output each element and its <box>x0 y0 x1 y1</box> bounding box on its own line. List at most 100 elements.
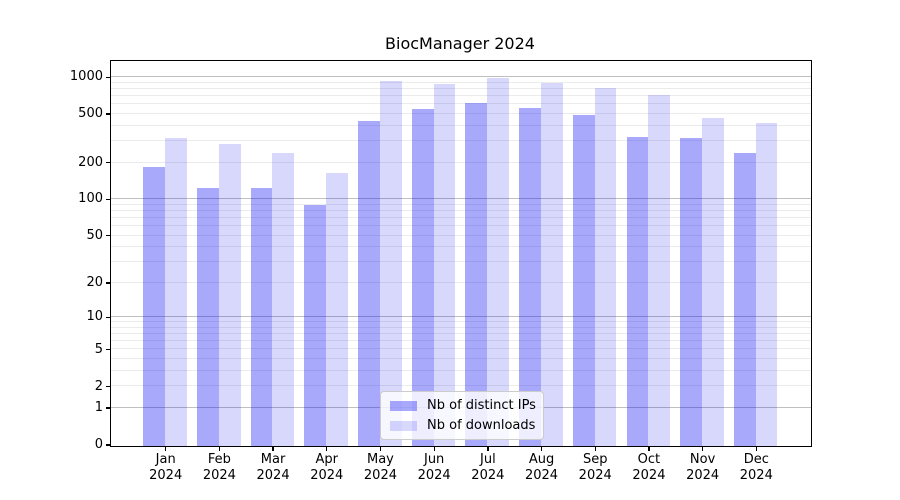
bar-aug-2024-nb-of-distinct-ips <box>519 108 541 446</box>
y-tick-mark-0 <box>106 444 111 446</box>
bar-dec-2024-nb-of-downloads <box>755 122 778 446</box>
x-tick-mark-nov-2024 <box>702 446 704 451</box>
gridline-major-10 <box>111 316 811 318</box>
x-tick-label-month: Jul <box>480 452 496 467</box>
gridline-major-1000 <box>111 75 811 78</box>
gridline-minor-40 <box>111 246 811 248</box>
bar-dec-2024-nb-of-distinct-ips <box>733 153 756 446</box>
y-tick-label-50: 50 <box>86 227 103 243</box>
gridline-minor-800 <box>111 87 811 89</box>
x-tick-label-month: Nov <box>689 452 716 467</box>
y-tick-label-10: 10 <box>86 309 103 325</box>
gridline-minor-500 <box>111 112 811 114</box>
y-tick-mark-500 <box>106 113 111 115</box>
plot-area <box>110 60 812 447</box>
y-tick-label-200: 200 <box>78 154 103 170</box>
x-tick-mark-apr-2024 <box>326 446 328 451</box>
y-tick-label-2: 2 <box>94 378 103 394</box>
gridline-minor-400 <box>111 124 811 126</box>
y-tick-mark-1 <box>106 407 111 409</box>
x-tick-label-month: Aug <box>528 452 555 467</box>
x-tick-label-month: Jan <box>155 452 176 467</box>
bar-apr-2024-nb-of-downloads <box>326 173 348 446</box>
legend-item-nb-of-downloads: Nb of downloads <box>390 417 536 434</box>
legend-label-nb-of-distinct-ips: Nb of distinct IPs <box>427 397 536 413</box>
bar-feb-2024-nb-of-distinct-ips <box>197 188 219 446</box>
gridline-minor-20 <box>111 281 811 283</box>
bar-nov-2024-nb-of-distinct-ips <box>680 137 702 446</box>
bar-mar-2024-nb-of-distinct-ips <box>250 187 273 446</box>
gridline-minor-8 <box>111 326 811 328</box>
x-tick-label-jun-2024: Jun 2024 <box>392 452 476 484</box>
legend-swatch-nb-of-distinct-ips <box>390 400 417 411</box>
x-tick-label-year: 2024 <box>739 468 773 483</box>
x-tick-mark-feb-2024 <box>218 446 221 451</box>
x-tick-label-jul-2024: Jul 2024 <box>446 452 530 484</box>
x-tick-mark-jul-2024 <box>487 446 489 451</box>
x-tick-mark-jan-2024 <box>165 446 167 451</box>
x-tick-label-year: 2024 <box>686 468 720 483</box>
x-tick-label-month: Jun <box>423 452 445 467</box>
bar-jul-2024-nb-of-downloads <box>487 78 509 446</box>
bar-oct-2024-nb-of-distinct-ips <box>626 136 649 446</box>
gridline-minor-5 <box>111 348 811 350</box>
x-tick-label-oct-2024: Oct 2024 <box>607 452 691 484</box>
gridline-minor-90 <box>111 203 811 205</box>
y-tick-mark-200 <box>106 162 111 164</box>
x-tick-mark-aug-2024 <box>540 446 543 451</box>
x-tick-label-year: 2024 <box>632 468 666 483</box>
gridline-minor-80 <box>111 209 811 211</box>
x-tick-label-year: 2024 <box>471 468 505 483</box>
y-tick-label-1000: 1000 <box>69 69 103 85</box>
x-tick-label-year: 2024 <box>363 468 397 483</box>
x-tick-label-month: Apr <box>315 452 339 467</box>
x-tick-mark-oct-2024 <box>648 446 650 451</box>
x-tick-label-dec-2024: Dec 2024 <box>714 452 798 484</box>
x-tick-label-sep-2024: Sep 2024 <box>553 452 637 484</box>
y-tick-mark-2 <box>106 385 111 388</box>
y-tick-label-20: 20 <box>86 274 103 290</box>
legend-label-nb-of-downloads: Nb of downloads <box>427 417 536 433</box>
bar-jun-2024-nb-of-distinct-ips <box>411 109 434 446</box>
bar-jun-2024-nb-of-downloads <box>433 84 456 446</box>
gridline-minor-200 <box>111 161 811 163</box>
gridline-minor-300 <box>111 140 811 142</box>
bar-jan-2024-nb-of-downloads <box>165 137 187 446</box>
gridline-minor-4 <box>111 358 811 360</box>
x-tick-mark-sep-2024 <box>594 446 596 451</box>
x-tick-label-year: 2024 <box>149 468 183 483</box>
bar-nov-2024-nb-of-downloads <box>702 118 724 446</box>
gridline-minor-9 <box>111 321 811 323</box>
y-tick-mark-5 <box>106 349 111 351</box>
x-tick-mark-mar-2024 <box>272 446 274 451</box>
x-tick-label-apr-2024: Apr 2024 <box>285 452 369 484</box>
x-tick-label-year: 2024 <box>578 468 612 483</box>
y-tick-mark-1000 <box>106 76 111 78</box>
bar-sep-2024-nb-of-downloads <box>594 87 617 446</box>
x-tick-label-year: 2024 <box>524 468 559 483</box>
x-tick-label-month: Mar <box>260 452 286 467</box>
x-tick-label-feb-2024: Feb 2024 <box>177 452 261 484</box>
gridline-minor-6 <box>111 340 811 342</box>
x-tick-label-mar-2024: Mar 2024 <box>231 452 315 484</box>
y-tick-mark-100 <box>106 198 111 200</box>
bar-jan-2024-nb-of-distinct-ips <box>143 167 166 446</box>
x-tick-label-month: Feb <box>207 452 231 467</box>
bar-apr-2024-nb-of-distinct-ips <box>304 204 327 446</box>
y-tick-mark-50 <box>106 235 111 237</box>
gridline-minor-30 <box>111 261 811 263</box>
bar-oct-2024-nb-of-downloads <box>648 95 671 446</box>
gridline-minor-2 <box>111 385 811 387</box>
y-tick-mark-20 <box>106 282 111 284</box>
gridline-minor-700 <box>111 95 811 97</box>
bar-mar-2024-nb-of-downloads <box>272 153 295 446</box>
gridline-minor-50 <box>111 234 811 236</box>
y-tick-label-500: 500 <box>78 106 103 122</box>
x-tick-mark-jun-2024 <box>433 446 435 451</box>
x-tick-mark-dec-2024 <box>755 446 757 451</box>
x-tick-label-month: May <box>367 452 394 467</box>
legend-swatch-nb-of-downloads <box>390 420 417 431</box>
bar-may-2024-nb-of-distinct-ips <box>358 121 380 446</box>
gridline-major-100 <box>111 198 811 200</box>
x-tick-label-aug-2024: Aug 2024 <box>500 452 584 484</box>
